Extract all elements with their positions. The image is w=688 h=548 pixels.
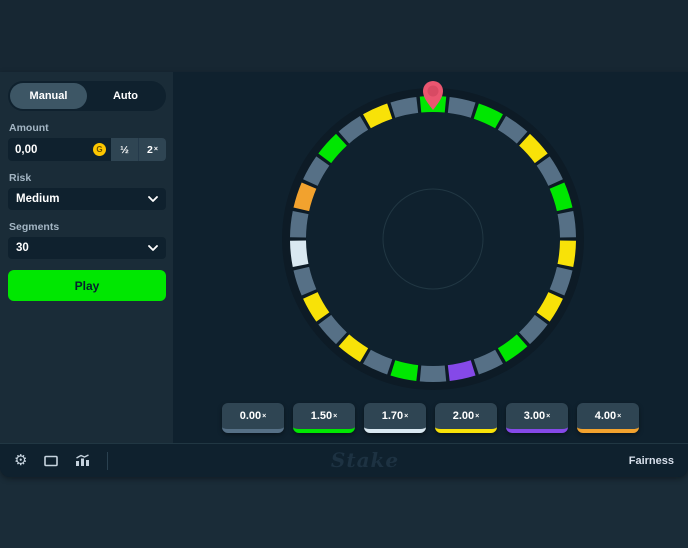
wheel-segment [557, 210, 576, 238]
wheel-segment [338, 334, 369, 362]
result-multiplier: 2.00 × [435, 403, 497, 433]
result-multiplier: 4.00 × [577, 403, 639, 433]
segments-label: Segments [9, 221, 60, 233]
chevron-down-icon [148, 196, 158, 202]
wheel-inner [306, 112, 560, 366]
result-multiplier: 3.00 × [506, 403, 568, 433]
bet-sidebar: Manual Auto Amount 0,00 G ½ 2 × Risk Medi… [0, 72, 173, 443]
result-multiplier-times: × [404, 412, 409, 420]
footer-icons: ⚙ [0, 453, 90, 468]
wheel-segment [519, 133, 548, 164]
risk-value: Medium [16, 193, 60, 205]
wheel-segment [536, 156, 563, 186]
wheel-segment [473, 103, 503, 129]
double-bet-times: × [153, 146, 158, 153]
result-multiplier: 1.50 × [293, 403, 355, 433]
wheel-segment [303, 292, 330, 322]
wheel-segment [473, 349, 503, 375]
result-multiplier-value: 2.00 [452, 410, 475, 422]
footer-divider [107, 451, 109, 470]
wheel-center-ring [382, 188, 484, 290]
stake-logo: Stake [330, 447, 400, 472]
wheel-segments [290, 95, 576, 383]
tab-manual[interactable]: Manual [10, 83, 87, 109]
wheel-segment [447, 96, 476, 118]
result-multiplier-times: × [617, 412, 622, 420]
wheel-segment [536, 292, 563, 322]
half-bet-button[interactable]: ½ [111, 138, 139, 161]
chevron-down-icon [148, 245, 158, 251]
wheel-segment [318, 314, 347, 345]
result-multiplier-times: × [333, 412, 338, 420]
game-footer: ⚙ Stake Fairness [0, 443, 688, 477]
result-multiplier-value: 1.50 [310, 410, 333, 422]
wheel-segment [497, 334, 528, 362]
wheel-segment [390, 96, 419, 118]
wheel-segment [519, 314, 548, 345]
result-multiplier-times: × [475, 412, 480, 420]
wheel-segment [390, 360, 419, 382]
amount-value: 0,00 [15, 143, 38, 156]
wheel-segment [318, 133, 347, 164]
wheel-segment [497, 116, 528, 144]
amount-input[interactable]: 0,00 G [8, 138, 111, 161]
wheel-segment [363, 103, 393, 129]
segments-value: 30 [16, 242, 29, 254]
result-multiplier-times: × [262, 412, 267, 420]
game-frame: Manual Auto Amount 0,00 G ½ 2 × Risk Medi… [0, 72, 688, 477]
tab-auto[interactable]: Auto [112, 90, 139, 102]
wheel-segment [290, 210, 309, 238]
risk-select[interactable]: Medium [8, 188, 166, 210]
result-multiplier: 1.70 × [364, 403, 426, 433]
double-bet-value: 2 [147, 143, 153, 156]
wheel-segment [293, 266, 317, 296]
wheel-segment [557, 240, 576, 268]
result-multiplier-times: × [546, 412, 551, 420]
result-multiplier-value: 4.00 [594, 410, 617, 422]
wheel-segment [549, 182, 573, 212]
top-band [0, 0, 688, 72]
result-multiplier-value: 1.70 [381, 410, 404, 422]
gold-coin-icon: G [93, 143, 106, 156]
wheel [282, 81, 584, 390]
result-multiplier: 0.00 × [222, 403, 284, 433]
double-bet-button[interactable]: 2 × [139, 138, 166, 161]
wheel-pointer-icon [423, 81, 443, 110]
amount-row: 0,00 G ½ 2 × [8, 138, 166, 161]
wheel-segment [363, 349, 393, 375]
result-multiplier-value: 3.00 [523, 410, 546, 422]
theatre-mode-icon[interactable] [44, 455, 59, 467]
bottom-band [0, 477, 688, 548]
risk-label: Risk [9, 172, 32, 184]
segments-select[interactable]: 30 [8, 237, 166, 259]
settings-gear-icon[interactable]: ⚙ [14, 452, 28, 469]
wheel-segment [419, 365, 447, 383]
mode-toggle: Manual Auto [8, 81, 166, 111]
wheel-segment [293, 182, 317, 212]
wheel-segment [303, 156, 330, 186]
wheel-segment [549, 266, 573, 296]
wheel-segment [338, 116, 369, 144]
result-multiplier-value: 0.00 [239, 410, 262, 422]
amount-label: Amount [9, 122, 49, 134]
live-stats-icon[interactable] [75, 454, 90, 467]
play-button[interactable]: Play [8, 270, 166, 301]
amount-quick-buttons: ½ 2 × [111, 138, 166, 161]
wheel-segment [447, 360, 476, 382]
wheel-segment [290, 240, 309, 268]
fairness-link[interactable]: Fairness [628, 454, 674, 467]
game-canvas: 0.00 × 1.50 × 1.70 × 2.00 × 3.00 × 4.00 × [173, 72, 688, 443]
results-row: 0.00 × 1.50 × 1.70 × 2.00 × 3.00 × 4.00 × [173, 403, 688, 433]
